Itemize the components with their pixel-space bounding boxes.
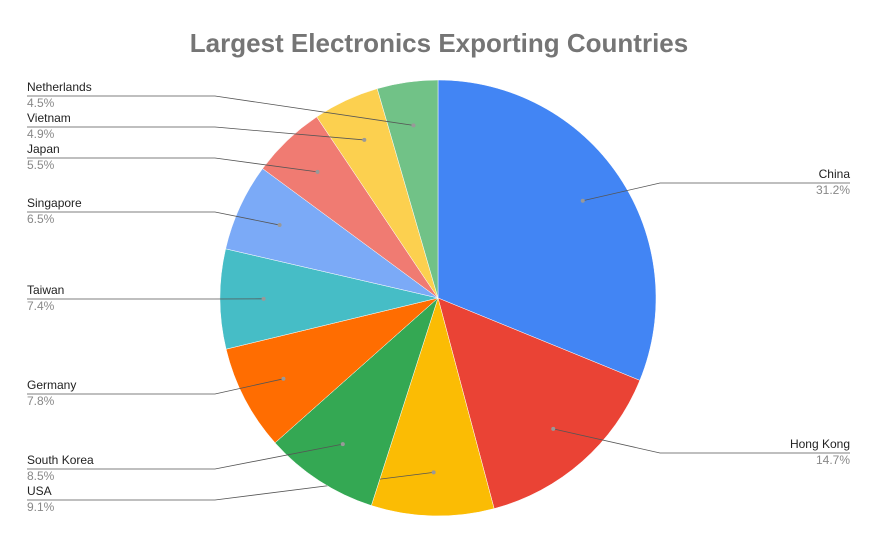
slice-value: 6.5% (27, 212, 55, 226)
slice-value: 7.8% (27, 394, 55, 408)
leader-dot (362, 138, 366, 142)
chart-title: Largest Electronics Exporting Countries (190, 28, 688, 58)
slice-value: 7.4% (27, 299, 55, 313)
slice-value: 4.9% (27, 127, 55, 141)
leader-dot (341, 442, 345, 446)
leader-dot (551, 427, 555, 431)
leader-dot (432, 470, 436, 474)
slice-label: USA (27, 484, 52, 498)
slice-label: Japan (27, 142, 60, 156)
slice-label: Hong Kong (790, 437, 850, 451)
slice-label: Germany (27, 378, 76, 392)
slice-value: 31.2% (816, 183, 850, 197)
slice-value: 8.5% (27, 469, 55, 483)
slice-label: Taiwan (27, 283, 64, 297)
slice-label: Netherlands (27, 80, 92, 94)
slice-value: 14.7% (816, 453, 850, 467)
slice-label: Vietnam (27, 111, 71, 125)
slice-value: 9.1% (27, 500, 55, 514)
slice-label: China (819, 167, 851, 181)
leader-dot (581, 199, 585, 203)
slice-value: 5.5% (27, 158, 55, 172)
leader-dot (316, 170, 320, 174)
leader-dot (281, 377, 285, 381)
slice-label: South Korea (27, 453, 94, 467)
slice-value: 4.5% (27, 96, 55, 110)
slice-label: Singapore (27, 196, 82, 210)
leader-dot (411, 123, 415, 127)
leader-dot (262, 297, 266, 301)
leader-dot (278, 223, 282, 227)
